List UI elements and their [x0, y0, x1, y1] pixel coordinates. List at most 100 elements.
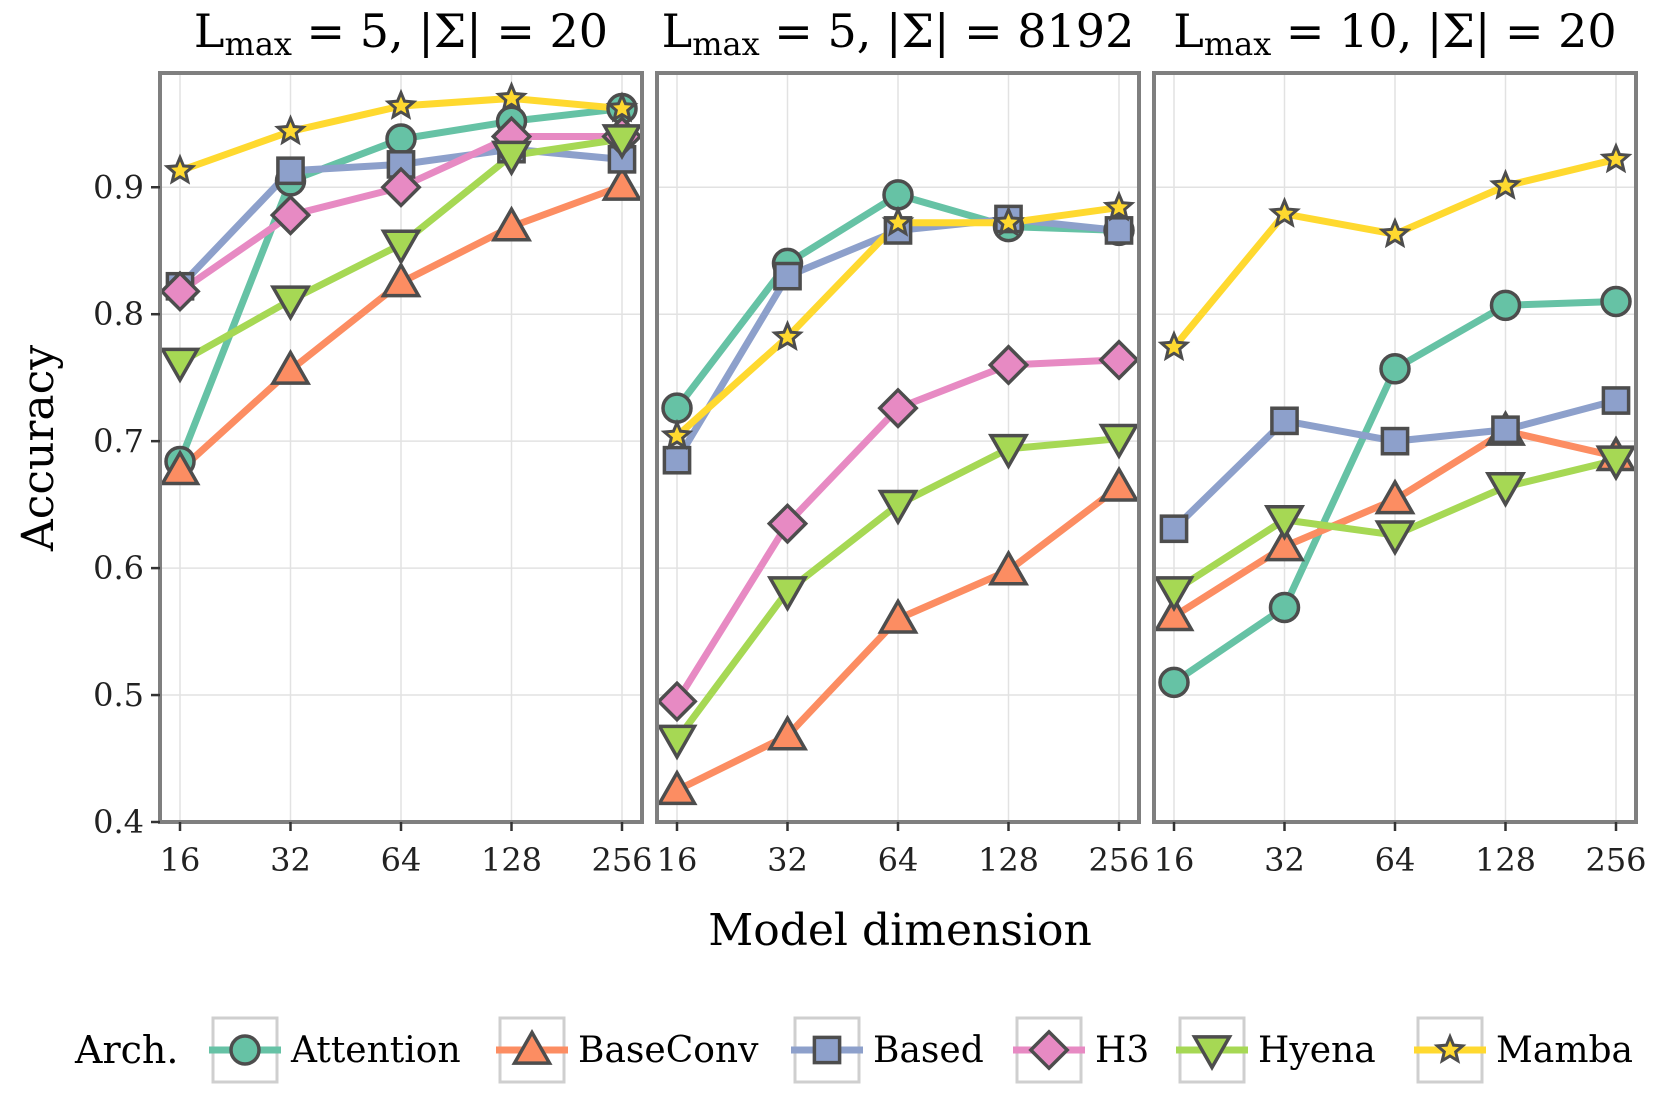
x-tick-label: 32: [1264, 841, 1305, 879]
data-point-based: [1159, 514, 1189, 544]
x-tick-label: 64: [1375, 841, 1416, 879]
data-point-baseconv: [269, 349, 312, 385]
legend-label: Hyena: [1258, 1030, 1376, 1071]
x-tick-label: 16: [1154, 841, 1195, 879]
data-point-mamba: [1599, 142, 1633, 174]
data-point-hyena: [159, 347, 201, 384]
data-point-based: [276, 156, 305, 186]
data-point-attention: [882, 179, 914, 211]
x-tick-label: 128: [1475, 841, 1536, 879]
legend-key-marker: [511, 1028, 553, 1065]
legend-item-mamba: Mamba: [1414, 1016, 1633, 1084]
data-point-attention: [1600, 285, 1632, 318]
data-point-h3: [380, 166, 422, 208]
data-point-baseconv: [601, 164, 643, 201]
data-point-hyena: [987, 433, 1030, 470]
data-point-baseconv: [1374, 478, 1416, 515]
x-tick-label: 128: [978, 841, 1039, 879]
data-point-mamba: [1268, 196, 1301, 228]
legend-item-attention: Attention: [209, 1016, 461, 1084]
data-point-mamba: [1378, 217, 1412, 249]
legend-item-hyena: Hyena: [1176, 1016, 1376, 1084]
x-tick-label: 16: [657, 841, 698, 879]
data-point-mamba: [605, 91, 639, 123]
y-tick-label: 0.5: [93, 676, 144, 714]
legend-label: H3: [1095, 1030, 1149, 1071]
data-point-baseconv: [1153, 595, 1195, 632]
legend-key-marker: [1433, 1032, 1467, 1064]
x-tick-label: 256: [1585, 841, 1646, 879]
y-tick-label: 0.8: [93, 295, 144, 333]
data-point-hyena: [656, 724, 698, 761]
panel-title: Lmax = 5, |Σ| = 8192: [662, 4, 1135, 63]
data-point-baseconv: [1098, 465, 1140, 502]
legend-item-h3: H3: [1013, 1016, 1149, 1084]
data-point-attention: [385, 123, 417, 155]
data-point-attention: [1268, 591, 1301, 624]
data-point-h3: [1098, 339, 1140, 381]
y-axis-title: Accuracy: [13, 345, 64, 552]
data-point-h3: [269, 194, 312, 236]
data-point-baseconv: [656, 769, 698, 806]
data-point-baseconv: [766, 714, 809, 751]
panels: 16 32 64 128 256 0.4 0.5 0.6 0.7 0.8 0.9 Lmax = 5, …: [93, 4, 1646, 879]
data-point-mamba: [881, 205, 915, 237]
data-point-baseconv: [490, 205, 533, 242]
legend-item-baseconv: BaseConv: [496, 1016, 759, 1084]
legend-label: Based: [873, 1030, 984, 1071]
panel-title: Lmax = 5, |Σ| = 20: [194, 4, 608, 63]
data-point-based: [1491, 415, 1520, 445]
data-point-hyena: [1484, 471, 1527, 508]
data-point-baseconv: [987, 549, 1030, 586]
data-point-h3: [656, 680, 698, 723]
legend-label: Attention: [290, 1030, 461, 1071]
x-tick-label: 256: [1088, 841, 1149, 879]
data-point-attention: [1158, 666, 1190, 699]
data-point-mamba: [992, 205, 1025, 237]
legend-key-marker: [1028, 1029, 1070, 1071]
y-tick-label: 0.9: [93, 168, 144, 206]
data-point-h3: [766, 502, 809, 545]
panel-1: 16 32 64 128 256 0.4 0.5 0.6 0.7 0.8 0.9 Lmax = 5, …: [93, 4, 652, 879]
data-point-h3: [987, 344, 1030, 386]
data-point-baseconv: [380, 261, 422, 298]
data-point-attention: [1489, 289, 1522, 322]
data-point-hyena: [1595, 445, 1637, 482]
data-point-mamba: [1157, 330, 1191, 362]
legend-key-marker: [812, 1035, 842, 1065]
data-point-baseconv: [877, 597, 919, 634]
x-tick-label: 32: [270, 841, 311, 879]
legend-title: Arch.: [74, 1028, 178, 1072]
data-point-based: [662, 445, 692, 475]
data-point-baseconv: [159, 449, 201, 486]
data-point-hyena: [1374, 520, 1416, 557]
data-point-based: [1380, 426, 1410, 456]
data-point-h3: [877, 387, 919, 429]
legend-label: Mamba: [1496, 1030, 1633, 1071]
panel-2: 16 32 64 128 256 Lmax = 5, |Σ| = 8192: [655, 4, 1150, 879]
x-tick-label: 64: [878, 841, 919, 879]
data-point-based: [1601, 386, 1631, 415]
x-axis-title: Model dimension: [708, 905, 1092, 956]
legend-key-marker: [1191, 1035, 1233, 1072]
data-point-mamba: [384, 88, 418, 120]
data-point-based: [773, 261, 802, 291]
data-point-mamba: [1102, 190, 1136, 222]
data-point-hyena: [269, 285, 312, 322]
data-point-hyena: [877, 489, 919, 526]
panel-title: Lmax = 10, |Σ| = 20: [1173, 4, 1616, 63]
data-point-hyena: [1153, 576, 1195, 612]
x-tick-label: 128: [481, 841, 542, 879]
data-point-based: [1104, 216, 1134, 245]
legend-item-based: Based: [791, 1016, 984, 1084]
data-point-based: [1270, 406, 1299, 436]
data-point-attention: [661, 392, 693, 424]
data-point-mamba: [495, 81, 528, 113]
data-point-hyena: [1098, 423, 1140, 460]
y-tick-label: 0.4: [93, 803, 144, 841]
data-point-mamba: [163, 153, 197, 185]
y-tick-label: 0.6: [93, 549, 144, 587]
data-point-mamba: [274, 114, 307, 146]
x-tick-label: 256: [591, 841, 652, 879]
